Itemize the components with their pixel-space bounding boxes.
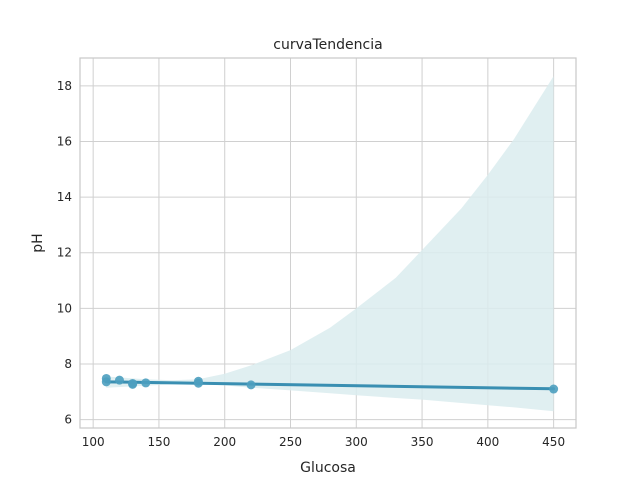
x-tick-label: 350: [411, 435, 434, 449]
x-tick-label: 400: [476, 435, 499, 449]
data-point: [114, 375, 124, 385]
x-axis: 100 150 200 250 300 350 400 450: [82, 435, 565, 449]
confidence-band: [106, 76, 554, 412]
chart-title: curvaTendencia: [273, 37, 382, 53]
data-point: [193, 378, 203, 388]
data-point: [246, 380, 256, 390]
regression-line: [104, 380, 556, 391]
y-tick-label: 10: [57, 301, 72, 315]
y-tick-label: 8: [64, 357, 72, 371]
y-tick-label: 18: [57, 79, 72, 93]
y-axis-label: pH: [30, 233, 46, 252]
plot-area: [79, 57, 577, 429]
x-tick-label: 250: [279, 435, 302, 449]
y-tick-label: 14: [57, 190, 72, 204]
data-point: [549, 384, 559, 394]
y-tick-label: 6: [64, 413, 72, 427]
plot-border: [79, 57, 577, 429]
x-tick-label: 450: [542, 435, 565, 449]
x-tick-label: 200: [213, 435, 236, 449]
data-point: [101, 377, 111, 387]
data-points: [101, 373, 559, 394]
y-tick-label: 16: [57, 134, 72, 148]
data-point: [128, 379, 138, 389]
x-tick-label: 150: [147, 435, 170, 449]
y-tick-label: 12: [57, 246, 72, 260]
x-tick-label: 100: [82, 435, 105, 449]
x-tick-label: 300: [345, 435, 368, 449]
data-point: [141, 378, 151, 388]
x-axis-label: Glucosa: [300, 460, 356, 476]
y-axis: 6 8 10 12 14 16 18: [57, 79, 72, 427]
